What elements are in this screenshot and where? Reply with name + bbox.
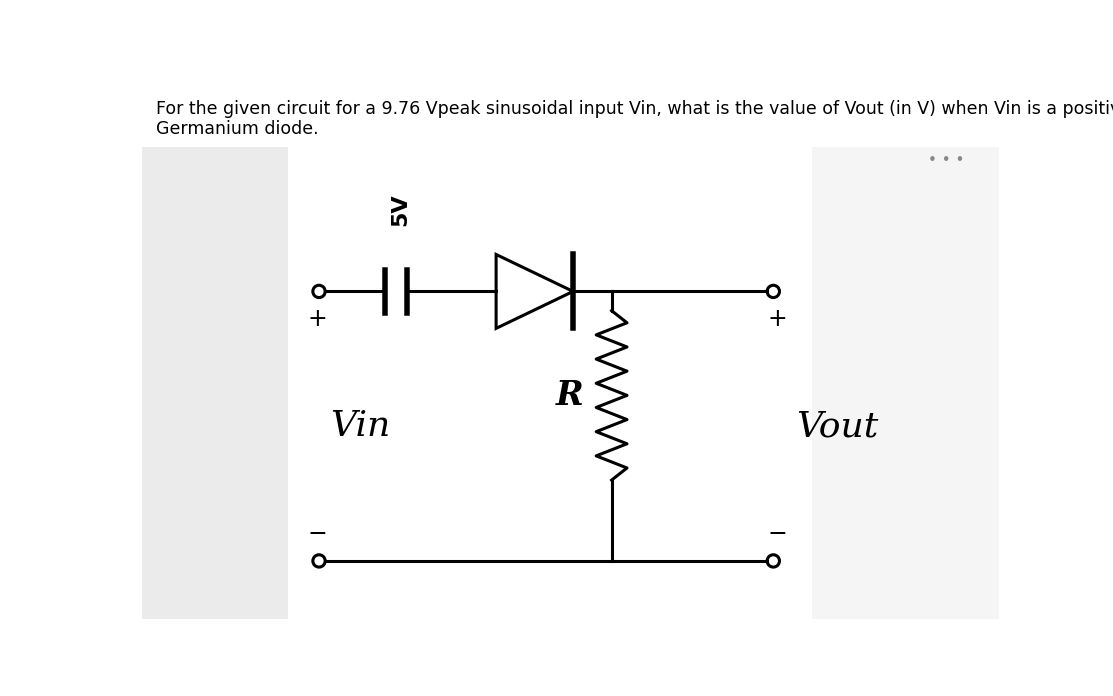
Text: −: − [307, 521, 327, 546]
Text: +: + [767, 307, 787, 331]
Text: Germanium diode.: Germanium diode. [156, 120, 318, 139]
Text: 5V: 5V [390, 193, 410, 226]
Text: • • •: • • • [928, 153, 965, 168]
Text: −: − [767, 521, 787, 546]
Text: +: + [307, 307, 327, 331]
Text: Vout: Vout [797, 409, 878, 443]
Text: R: R [555, 379, 583, 412]
Bar [811, 147, 999, 619]
Bar [142, 147, 288, 619]
Text: Vin: Vin [331, 409, 391, 443]
Text: For the given circuit for a 9.76 Vpeak sinusoidal input Vin, what is the value o: For the given circuit for a 9.76 Vpeak s… [156, 100, 1113, 118]
